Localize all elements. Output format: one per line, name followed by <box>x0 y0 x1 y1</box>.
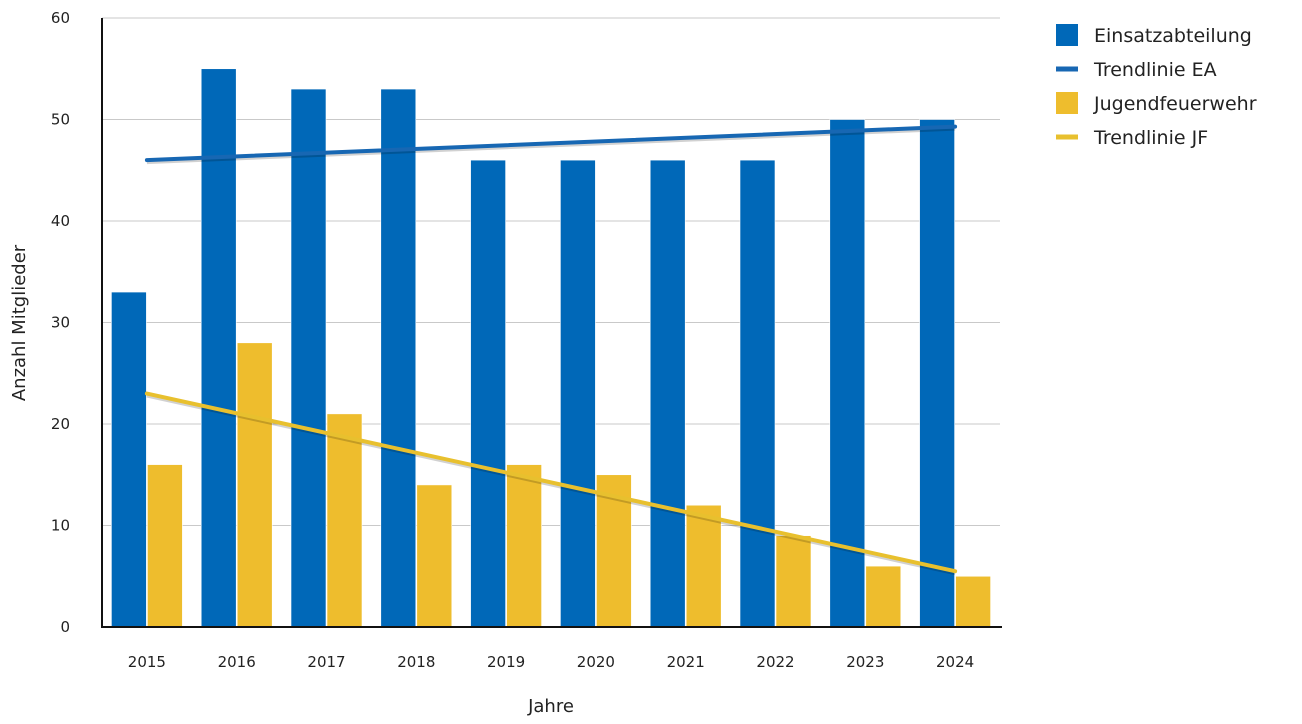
x-tick-label: 2022 <box>756 653 794 671</box>
x-tick-label: 2024 <box>936 653 974 671</box>
gridlines <box>102 17 1000 526</box>
y-axis-title: Anzahl Mitglieder <box>9 244 30 401</box>
x-tick-label: 2023 <box>846 653 884 671</box>
legend-label: Trendlinie EA <box>1093 59 1217 81</box>
bar-jugendfeuerwehr-2016 <box>236 342 273 628</box>
bar-jugendfeuerwehr-2015 <box>147 464 183 628</box>
x-tick-label: 2016 <box>218 653 256 671</box>
bar-einsatzabteilung-2022 <box>739 159 776 628</box>
bar-jugendfeuerwehr-2023 <box>865 565 902 628</box>
y-tick-labels: 0 10 20 30 40 50 60 <box>51 9 70 636</box>
legend-swatch-einsatzabteilung <box>1056 24 1078 46</box>
bar-jugendfeuerwehr-2017 <box>326 413 363 628</box>
legend-line-trendlinie-jf <box>1056 134 1078 140</box>
legend-line-trendlinie-ea <box>1056 66 1078 72</box>
bar-jugendfeuerwehr-2022 <box>775 535 812 628</box>
bar-jugendfeuerwehr-2019 <box>506 464 542 628</box>
bar-einsatzabteilung-2018 <box>380 88 417 628</box>
bar-einsatzabteilung-2016 <box>200 68 237 628</box>
y-tick-label: 50 <box>51 111 70 129</box>
y-tick-label: 20 <box>51 415 70 433</box>
y-tick-label: 40 <box>51 212 70 230</box>
y-tick-label: 10 <box>51 517 70 535</box>
x-tick-label: 2015 <box>128 653 166 671</box>
bar-einsatzabteilung-2021 <box>649 159 686 628</box>
bar-einsatzabteilung-2015 <box>111 291 147 628</box>
x-tick-label: 2019 <box>487 653 525 671</box>
bar-jugendfeuerwehr-2018 <box>416 484 453 628</box>
x-tick-labels: 2015 2016 2017 2018 2019 2020 2021 2022 2023 2024 <box>128 653 974 671</box>
trendline-trendlinie-jf <box>144 391 958 574</box>
bar-jugendfeuerwehr-2021 <box>685 504 722 628</box>
bar-einsatzabteilung-2024 <box>919 119 955 628</box>
y-tick-label: 30 <box>51 314 70 332</box>
legend-swatch-jugendfeuerwehr <box>1056 92 1078 114</box>
bar-einsatzabteilung-2019 <box>470 159 506 628</box>
bar-einsatzabteilung-2017 <box>290 88 327 628</box>
legend-label: Einsatzabteilung <box>1094 25 1252 47</box>
trendlines <box>144 124 958 576</box>
x-tick-label: 2021 <box>667 653 705 671</box>
bars <box>111 68 991 628</box>
x-tick-label: 2017 <box>307 653 345 671</box>
trendline-trendlinie-ea <box>144 124 958 163</box>
bar-jugendfeuerwehr-2024 <box>955 575 991 628</box>
legend-label: Trendlinie JF <box>1093 127 1208 149</box>
legend: Einsatzabteilung Trendlinie EA Jugendfeuer… <box>1056 24 1257 149</box>
y-tick-label: 0 <box>60 618 70 636</box>
x-tick-label: 2018 <box>397 653 435 671</box>
y-tick-label: 60 <box>51 9 70 27</box>
bar-einsatzabteilung-2020 <box>560 159 596 628</box>
legend-label: Jugendfeuerwehr <box>1093 93 1257 115</box>
x-tick-label: 2020 <box>577 653 615 671</box>
x-axis-title: Jahre <box>527 696 574 717</box>
axes <box>101 18 1002 628</box>
